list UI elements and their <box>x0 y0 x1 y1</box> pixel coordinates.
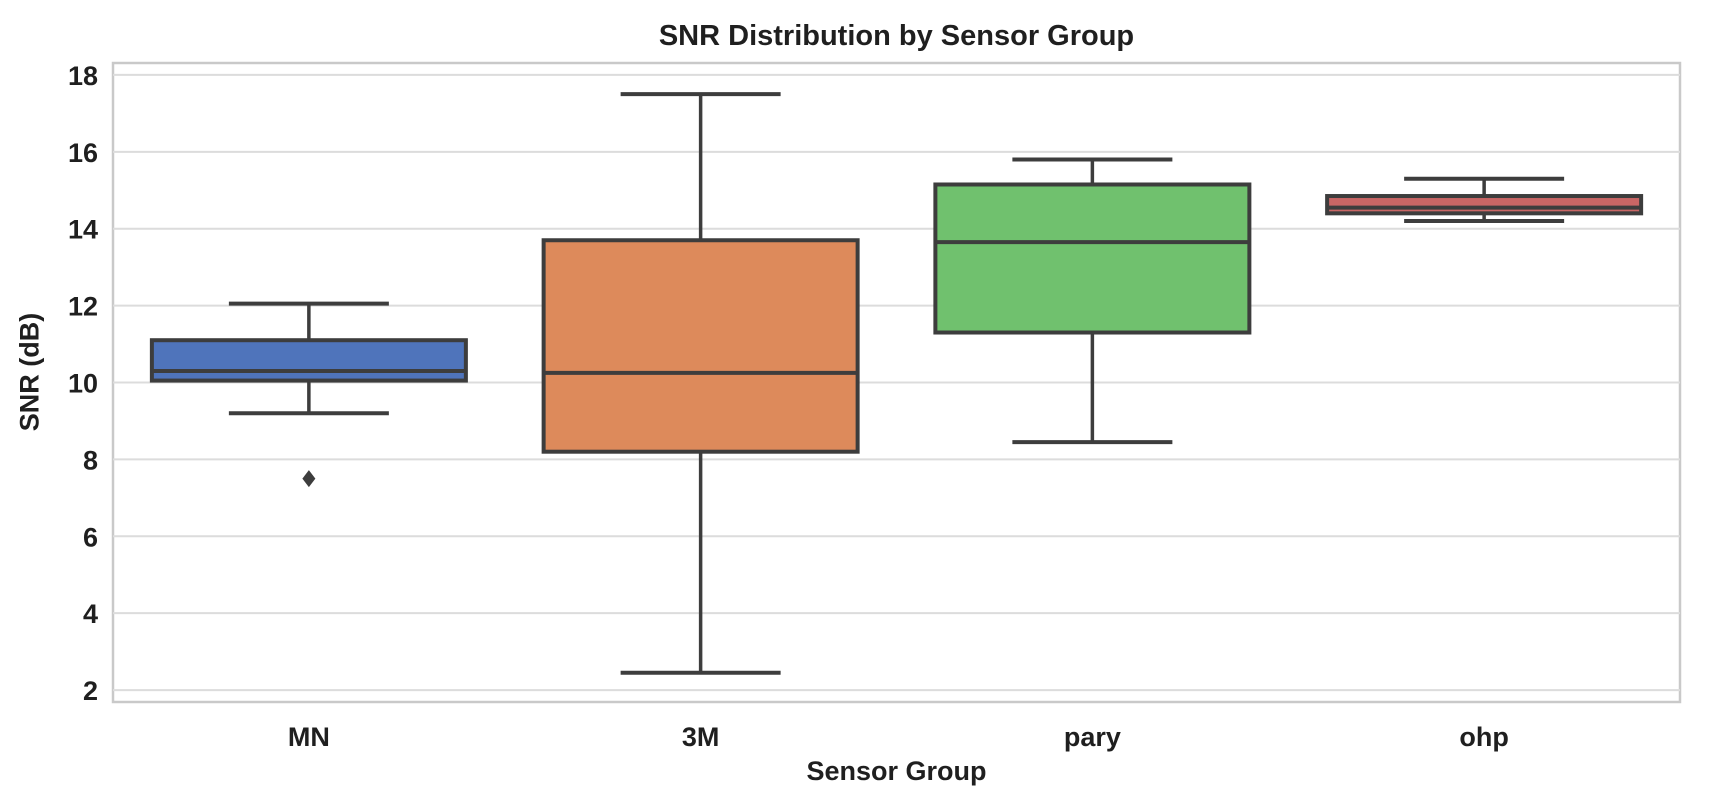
y-tick-label: 12 <box>68 292 98 322</box>
outlier-point-MN <box>302 470 316 488</box>
x-tick-label-MN: MN <box>288 722 330 752</box>
x-axis-label: Sensor Group <box>806 756 987 786</box>
box-3M <box>541 238 860 454</box>
x-tick-label-ohp: ohp <box>1459 722 1508 752</box>
y-tick-label: 16 <box>68 138 98 168</box>
chart-title: SNR Distribution by Sensor Group <box>658 20 1135 52</box>
box-pary <box>933 182 1252 335</box>
x-tick-label-3M: 3M <box>682 722 720 752</box>
y-tick-label: 14 <box>68 215 98 245</box>
y-tick-label: 8 <box>83 445 98 475</box>
y-tick-label: 18 <box>68 61 98 91</box>
y-tick-label: 10 <box>68 369 98 399</box>
y-tick-label: 4 <box>83 599 98 629</box>
y-tick-label: 2 <box>83 676 98 706</box>
y-tick-label: 6 <box>83 522 98 552</box>
box-MN <box>149 338 468 383</box>
box-ohp <box>1325 194 1644 216</box>
x-tick-label-pary: pary <box>1064 722 1121 752</box>
